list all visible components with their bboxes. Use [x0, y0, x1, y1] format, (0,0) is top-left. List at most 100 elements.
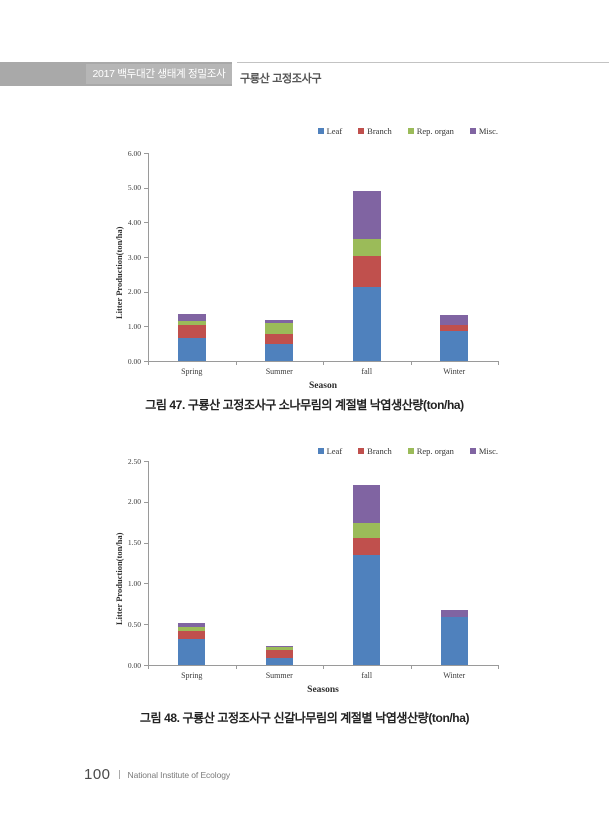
y-tick-label: 0.50 [127, 619, 141, 629]
y-axis-title: Litter Production(ton/ha) [114, 226, 124, 319]
bar-segment-branch-summer [265, 650, 293, 658]
legend-item: Branch [358, 126, 392, 136]
bar-segment-misc-spring [177, 313, 206, 322]
legend-label: Misc. [478, 126, 498, 136]
bar-segment-leaf-summer [265, 344, 294, 361]
legend-item: Leaf [317, 446, 343, 456]
legend-swatch-icon [358, 448, 365, 454]
x-axis-tick [498, 666, 499, 669]
legend-label: Leaf [326, 126, 343, 136]
y-axis-tick [144, 583, 148, 585]
bar-segment-branch-winter [440, 325, 469, 332]
bar-segment-rep-organ-fall [353, 523, 381, 538]
bar-segment-branch-fall [353, 537, 381, 555]
y-tick-label: 1.00 [127, 321, 141, 331]
legend-item: Rep. organ [407, 446, 454, 456]
y-axis-tick [144, 665, 148, 666]
footer-organization: National Institute of Ecology [127, 769, 231, 780]
x-axis-tick [323, 362, 324, 365]
page-number: 100 [84, 766, 111, 783]
legend-item: Misc. [469, 446, 498, 456]
chart-legend: Leaf Branch Rep. organ Misc. [317, 446, 498, 456]
bar-segment-rep-organ-fall [352, 238, 381, 256]
plot-area [148, 153, 499, 362]
y-axis-tick [144, 222, 148, 224]
legend-label: Leaf [326, 446, 343, 456]
y-tick-label: 2.50 [127, 456, 141, 466]
bar-segment-misc-summer [265, 646, 293, 648]
bar-segment-misc-summer [265, 320, 294, 324]
bar-segment-misc-spring [178, 622, 206, 627]
x-category-label: fall [361, 367, 373, 376]
x-axis-tick [235, 666, 237, 669]
y-tick-label: 0.00 [127, 660, 141, 670]
x-axis-tick [148, 666, 149, 669]
legend-swatch-icon [407, 448, 414, 454]
bar-segment-leaf-winter [440, 331, 469, 361]
figure-47-caption: 그림 47. 구룡산 고정조사구 소나무림의 계절별 낙엽생산량(ton/ha) [145, 398, 464, 412]
legend-item: Misc. [469, 126, 498, 136]
x-axis-tick [323, 666, 324, 669]
y-tick-label: 1.50 [127, 538, 141, 548]
legend-swatch-icon [469, 448, 476, 454]
x-axis-title: Season [309, 381, 337, 391]
x-axis-tick [235, 362, 237, 365]
report-title-badge: 2017 백두대간 생태계 정밀조사 [86, 64, 232, 84]
legend-label: Rep. organ [416, 126, 454, 136]
y-tick-label: 5.00 [127, 183, 141, 193]
y-axis-tick [144, 542, 148, 544]
bar-segment-rep-organ-summer [265, 647, 293, 651]
legend-label: Rep. organ [416, 446, 454, 456]
y-tick-label: 6.00 [127, 148, 141, 158]
bar-segment-branch-spring [177, 325, 206, 339]
header-rule [237, 62, 609, 63]
y-tick-label: 2.00 [127, 287, 141, 297]
legend-swatch-icon [317, 128, 324, 134]
x-axis-tick [410, 666, 412, 669]
y-axis-tick [144, 291, 148, 293]
legend-swatch-icon [317, 448, 324, 454]
bar-segment-misc-fall [352, 191, 381, 239]
y-tick-label: 4.00 [127, 217, 141, 227]
y-tick-label: 3.00 [127, 252, 141, 262]
legend-label: Branch [367, 126, 392, 136]
x-category-label: Spring [181, 367, 203, 376]
chart-legend: Leaf Branch Rep. organ Misc. [317, 126, 498, 136]
page-footer: 100 National Institute of Ecology [84, 766, 230, 783]
header-band: 2017 백두대간 생태계 정밀조사 [0, 62, 232, 86]
plot-area [148, 461, 499, 666]
bar-segment-leaf-fall [353, 554, 381, 665]
chart-pine-litter: Leaf Branch Rep. organ Misc. 0.00 1.00 2.00 3.0… [100, 120, 510, 398]
y-tick-label: 2.00 [127, 497, 141, 507]
legend-swatch-icon [469, 128, 476, 134]
bar-segment-rep-organ-spring [177, 321, 206, 326]
figure-48-caption: 그림 48. 구룡산 고정조사구 신갈나무림의 계절별 낙엽생산량(ton/ha… [139, 711, 470, 725]
y-axis-tick [144, 153, 148, 154]
y-axis-tick [144, 501, 148, 503]
y-axis-tick [144, 624, 148, 626]
x-category-label: Summer [265, 367, 293, 376]
y-axis-title: Litter Production(ton/ha) [114, 532, 124, 625]
x-category-label: Spring [181, 671, 203, 680]
y-tick-label: 1.00 [127, 578, 141, 588]
bar-segment-branch-fall [352, 255, 381, 288]
y-axis-tick [144, 257, 148, 258]
bar-segment-rep-organ-summer [265, 323, 294, 334]
legend-item: Branch [358, 446, 392, 456]
bar-segment-branch-summer [265, 333, 294, 345]
chart-oak-litter: Leaf Branch Rep. organ Misc. 0.00 0.50 1.00 1.5… [100, 443, 510, 705]
bar-segment-misc-winter [440, 315, 469, 326]
x-category-label: Winter [443, 367, 466, 376]
y-axis-tick [144, 187, 148, 189]
x-category-label: Winter [443, 671, 466, 680]
bar-segment-misc-winter [440, 610, 468, 617]
y-axis-tick [144, 326, 148, 328]
x-axis-title: Seasons [307, 685, 339, 695]
x-axis-tick [410, 362, 412, 365]
bar-segment-leaf-summer [265, 657, 293, 665]
x-axis-tick [148, 362, 149, 365]
y-tick-label: 0.00 [127, 356, 141, 366]
footer-divider [118, 770, 120, 779]
x-category-label: fall [361, 671, 373, 680]
section-title: 구룡산 고정조사구 [240, 73, 322, 85]
